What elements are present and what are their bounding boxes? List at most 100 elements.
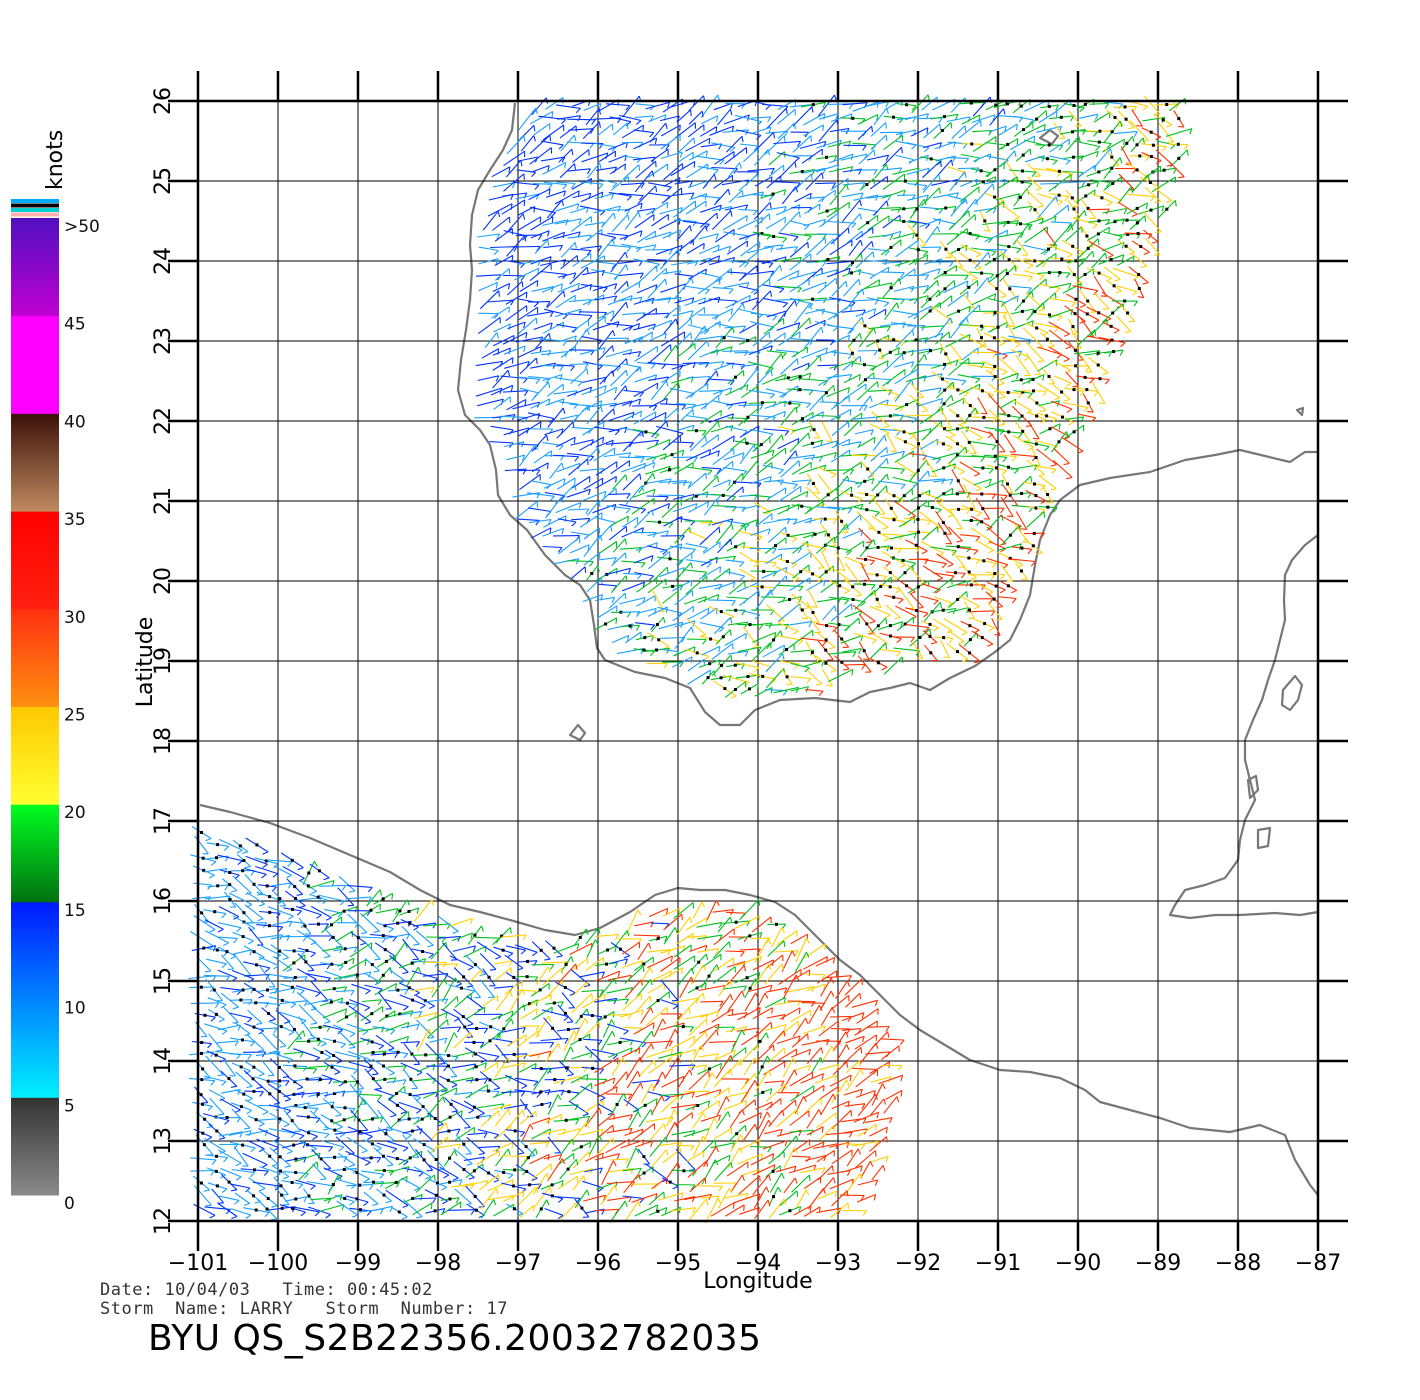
wind-barb bbox=[916, 399, 919, 406]
rain-flag-marker bbox=[1074, 297, 1078, 301]
wind-barb bbox=[561, 462, 565, 469]
wind-vector bbox=[967, 364, 995, 369]
wind-vector bbox=[579, 347, 606, 355]
wind-vector bbox=[821, 421, 833, 443]
wind-vector bbox=[686, 257, 711, 265]
wind-barb bbox=[1140, 265, 1148, 269]
wind-vector bbox=[869, 423, 890, 434]
rain-flag-marker bbox=[812, 428, 816, 432]
wind-vector bbox=[815, 164, 839, 173]
wind-vector bbox=[765, 206, 787, 211]
wind-vector bbox=[606, 322, 633, 327]
wind-barb bbox=[822, 102, 826, 109]
wind-barb bbox=[1121, 242, 1125, 249]
rain-flag-marker bbox=[1047, 247, 1050, 251]
wind-barb bbox=[707, 257, 712, 264]
wind-barb bbox=[966, 546, 972, 553]
colorbar-bands bbox=[11, 218, 59, 1196]
wind-barb bbox=[699, 634, 706, 637]
wind-barb bbox=[521, 281, 524, 288]
rain-flag-marker bbox=[1019, 222, 1022, 226]
wind-vector bbox=[621, 581, 645, 592]
wind-vector bbox=[618, 272, 644, 277]
wind-vector bbox=[648, 907, 669, 918]
wind-vector bbox=[827, 324, 854, 330]
wind-vector bbox=[517, 469, 540, 472]
wind-barb bbox=[249, 927, 256, 932]
wind-barb bbox=[570, 956, 574, 963]
rain-flag-marker bbox=[798, 388, 802, 392]
wind-vector bbox=[817, 364, 838, 367]
wind-barb bbox=[921, 409, 928, 413]
wind-vector bbox=[503, 427, 530, 436]
wind-vector bbox=[505, 305, 528, 322]
colorbar-tick-label: 15 bbox=[64, 901, 86, 921]
wind-vector bbox=[622, 164, 640, 180]
wind-barb bbox=[395, 908, 399, 915]
wind-vector bbox=[1126, 193, 1155, 198]
wind-vector bbox=[790, 649, 814, 653]
wind-vector bbox=[486, 299, 514, 303]
rain-flag-marker bbox=[344, 960, 348, 964]
wind-vector bbox=[670, 161, 696, 177]
rain-flag-marker bbox=[1149, 155, 1153, 158]
colorbar-band-40-45 bbox=[11, 315, 59, 414]
wind-vector bbox=[752, 622, 772, 626]
wind-barb bbox=[1027, 264, 1034, 269]
wind-barb bbox=[665, 144, 670, 151]
wind-barb bbox=[1063, 358, 1070, 363]
wind-vector bbox=[684, 528, 708, 540]
wind-vector bbox=[761, 566, 788, 579]
wind-vector bbox=[557, 518, 577, 523]
wind-barb bbox=[821, 172, 824, 179]
wind-barb bbox=[719, 335, 723, 342]
wind-vector bbox=[724, 570, 745, 577]
rain-flag-marker bbox=[903, 179, 907, 183]
wind-barb bbox=[980, 345, 987, 348]
wind-vector bbox=[867, 458, 888, 479]
wind-barb bbox=[900, 468, 906, 475]
wind-vector bbox=[697, 934, 723, 940]
wind-vector bbox=[829, 408, 852, 422]
wind-barb bbox=[1104, 103, 1110, 109]
rain-flag-marker bbox=[1031, 544, 1035, 548]
wind-barb bbox=[808, 372, 812, 379]
wind-vector bbox=[739, 143, 759, 147]
wind-barb bbox=[992, 114, 996, 121]
wind-barb bbox=[1147, 233, 1153, 240]
wind-barb bbox=[873, 437, 876, 444]
wind-barb bbox=[497, 211, 501, 218]
wind-vector bbox=[622, 312, 646, 316]
wind-vector bbox=[533, 450, 552, 464]
wind-vector bbox=[776, 349, 799, 353]
wind-barb bbox=[681, 404, 687, 411]
rain-flag-marker bbox=[825, 624, 829, 628]
wind-vector bbox=[751, 126, 772, 135]
wind-vector bbox=[753, 202, 771, 220]
wind-vector bbox=[777, 425, 796, 432]
wind-barb bbox=[730, 308, 733, 315]
wind-barb bbox=[859, 420, 862, 427]
wind-vector bbox=[647, 319, 672, 331]
wind-vector bbox=[809, 396, 823, 411]
wind-vector bbox=[569, 404, 589, 426]
wind-barb bbox=[1113, 329, 1120, 334]
rain-flag-marker bbox=[942, 636, 946, 640]
wind-barb bbox=[947, 563, 954, 568]
wind-vector bbox=[696, 921, 723, 928]
wind-barb bbox=[1055, 196, 1059, 203]
wind-barb bbox=[975, 267, 982, 271]
wind-vector bbox=[586, 500, 599, 516]
wind-vector bbox=[740, 460, 758, 482]
wind-vector bbox=[946, 397, 965, 408]
wind-vector bbox=[685, 569, 707, 573]
wind-vector bbox=[647, 530, 669, 537]
wind-vector bbox=[972, 153, 992, 162]
rain-flag-marker bbox=[928, 622, 932, 626]
wind-vector bbox=[700, 204, 722, 213]
wind-vector bbox=[895, 129, 916, 136]
wind-vector bbox=[582, 376, 607, 383]
wind-barb bbox=[861, 182, 866, 189]
wind-vector bbox=[816, 506, 841, 510]
rain-flag-marker bbox=[1071, 130, 1074, 134]
